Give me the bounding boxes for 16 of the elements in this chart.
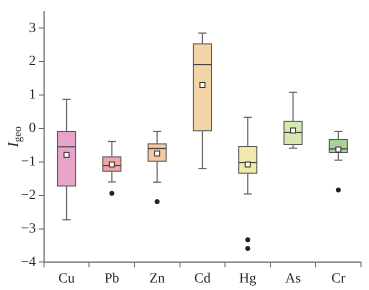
x-tick-label: Cu [58,271,75,286]
x-tick-label: Zn [149,271,165,286]
y-tick-label: −1 [20,154,36,170]
x-tick-label: Cr [331,271,346,286]
y-tick-label: 2 [28,54,36,70]
y-tick-label: −4 [20,254,36,270]
x-tick-label: Hg [239,271,256,286]
y-tick-label: −3 [20,221,36,236]
y-tick-label: 0 [28,121,36,136]
y-tick-label: 3 [28,20,36,36]
x-tick-label: As [285,271,301,286]
y-tick-label: 1 [28,88,36,103]
x-tick-label: Cd [194,271,211,286]
y-axis-title: Igeo [6,126,24,148]
x-tick-label: Pb [104,271,120,286]
y-tick-label: −2 [20,188,36,203]
